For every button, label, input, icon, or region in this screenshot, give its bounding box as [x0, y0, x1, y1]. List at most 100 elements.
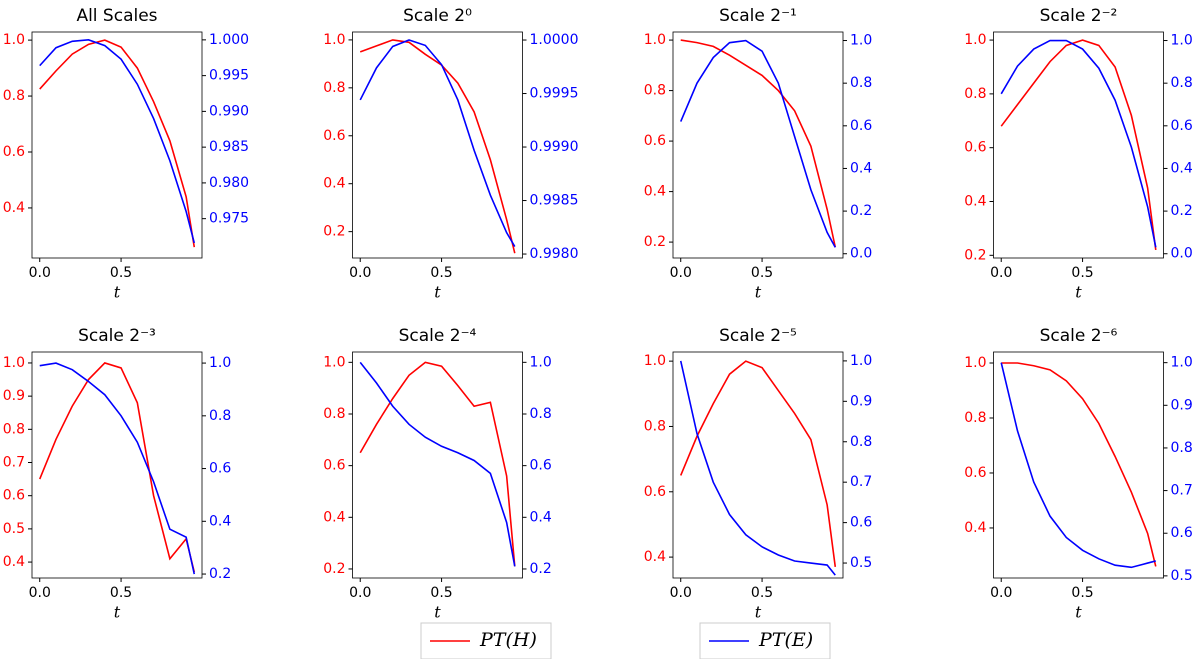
- y-tick-label: 0.8: [964, 86, 986, 102]
- y-tick-label: 0.2: [323, 561, 345, 577]
- y2-tick-label: 0.4: [850, 160, 872, 176]
- y2-tick-label: 0.0: [850, 246, 872, 262]
- series-line: [39, 39, 196, 244]
- subplot-title: Scale 2⁰: [403, 6, 472, 26]
- subplot-title: Scale 2⁻³: [78, 326, 156, 346]
- axes-frame: [352, 351, 523, 579]
- y-tick-label: 0.6: [3, 144, 25, 160]
- y2-tick-label: 0.5: [1171, 568, 1193, 584]
- y2-tick-label: 0.8: [530, 406, 552, 422]
- series-line: [1000, 39, 1157, 248]
- y-tick-label: 0.8: [323, 406, 345, 422]
- y-tick-label: 0.5: [3, 521, 25, 537]
- x-tick-label: 0.5: [751, 585, 773, 601]
- y2-tick-label: 1.0: [1171, 355, 1193, 371]
- x-axis-label: t: [755, 283, 762, 302]
- y2-tick-label: 0.6: [530, 458, 552, 474]
- y2-tick-label: 1.0: [850, 353, 872, 369]
- y-tick-label: 0.8: [964, 410, 986, 426]
- y-tick-label: 0.4: [644, 549, 666, 565]
- series-line: [680, 39, 837, 248]
- y-tick-label: 1.0: [323, 32, 345, 48]
- y2-tick-label: 0.9980: [530, 246, 579, 262]
- y-tick-label: 0.6: [964, 140, 986, 156]
- subplot-title: Scale 2⁻⁴: [399, 326, 477, 346]
- y-tick-label: 0.2: [323, 224, 345, 240]
- y2-tick-label: 0.2: [850, 203, 872, 219]
- axes-frame: [352, 31, 523, 259]
- y-tick-label: 0.6: [323, 458, 345, 474]
- y2-tick-label: 1.0: [209, 355, 231, 371]
- x-tick-label: 0.0: [670, 265, 692, 281]
- y2-tick-label: 0.0: [1171, 246, 1193, 262]
- x-tick-label: 0.0: [670, 585, 692, 601]
- x-axis-label: t: [434, 603, 441, 622]
- y2-tick-label: 0.980: [209, 175, 249, 191]
- subplot-title: Scale 2⁻⁶: [1040, 326, 1118, 346]
- series-line: [39, 362, 196, 575]
- y-tick-label: 1.0: [644, 353, 666, 369]
- y2-tick-label: 0.9: [1171, 397, 1193, 413]
- x-axis-label: t: [114, 603, 121, 622]
- y2-tick-label: 1.0: [530, 354, 552, 370]
- legend-label: PT(H): [479, 629, 537, 651]
- y-tick-label: 0.4: [964, 194, 986, 210]
- y-tick-label: 0.4: [644, 184, 666, 200]
- x-tick-label: 0.5: [430, 265, 452, 281]
- y-tick-label: 0.8: [3, 421, 25, 437]
- y2-tick-label: 0.5: [850, 555, 872, 571]
- y2-tick-label: 0.7: [850, 474, 872, 490]
- y2-tick-label: 0.2: [530, 561, 552, 577]
- x-axis-label: t: [114, 283, 121, 302]
- y-tick-label: 0.6: [323, 128, 345, 144]
- x-tick-label: 0.0: [349, 585, 371, 601]
- y2-tick-label: 0.6: [1171, 118, 1193, 134]
- subplot-title: Scale 2⁻¹: [719, 6, 797, 26]
- series-line: [1001, 362, 1157, 567]
- y2-tick-label: 0.4: [209, 513, 231, 529]
- y-tick-label: 1.0: [3, 32, 25, 48]
- x-tick-label: 0.0: [29, 585, 51, 601]
- x-axis-label: t: [434, 283, 441, 302]
- series-line: [1000, 362, 1156, 569]
- y-tick-label: 0.4: [323, 509, 345, 525]
- y-tick-label: 0.6: [644, 133, 666, 149]
- y-tick-label: 1.0: [964, 32, 986, 48]
- y-tick-label: 1.0: [323, 354, 345, 370]
- y2-tick-label: 0.9: [850, 393, 872, 409]
- y-tick-label: 0.4: [3, 200, 25, 216]
- y2-tick-label: 0.6: [850, 118, 872, 134]
- y2-tick-label: 0.6: [1171, 525, 1193, 541]
- y2-tick-label: 0.975: [209, 211, 249, 227]
- series-line: [679, 360, 836, 576]
- y-tick-label: 0.6: [644, 484, 666, 500]
- y2-tick-label: 0.995: [209, 68, 249, 84]
- y2-tick-label: 0.6: [209, 461, 231, 477]
- y2-tick-label: 0.8: [850, 434, 872, 450]
- series-line: [359, 361, 516, 567]
- x-tick-label: 0.0: [29, 265, 51, 281]
- x-axis-label: t: [1075, 603, 1082, 622]
- y-tick-label: 0.2: [644, 234, 666, 250]
- y2-tick-label: 0.990: [209, 103, 249, 119]
- axes-frame: [672, 351, 844, 579]
- x-tick-label: 0.5: [1071, 585, 1093, 601]
- series-line: [359, 361, 516, 567]
- y2-tick-label: 1.000: [209, 32, 249, 48]
- y2-tick-label: 0.4: [530, 509, 552, 525]
- y-tick-label: 0.6: [3, 488, 25, 504]
- x-axis-label: t: [1075, 283, 1082, 302]
- series-line: [1000, 39, 1157, 251]
- y-tick-label: 0.9: [3, 388, 25, 404]
- series-line: [359, 39, 516, 254]
- series-line: [359, 39, 516, 247]
- x-tick-label: 0.5: [751, 265, 773, 281]
- y2-tick-label: 1.0000: [530, 32, 579, 48]
- y-tick-label: 0.8: [644, 83, 666, 99]
- series-line: [679, 360, 837, 568]
- y-tick-label: 0.7: [3, 455, 25, 471]
- axes-frame: [31, 31, 203, 259]
- x-tick-label: 0.5: [110, 585, 132, 601]
- y2-tick-label: 0.8: [1171, 440, 1193, 456]
